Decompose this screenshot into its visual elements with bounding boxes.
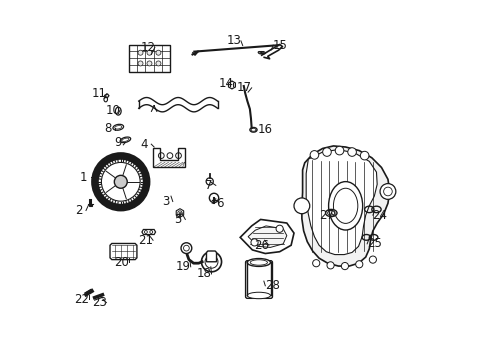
Polygon shape xyxy=(247,226,286,247)
Circle shape xyxy=(147,61,152,66)
Text: 28: 28 xyxy=(264,279,279,292)
Text: 26: 26 xyxy=(254,239,269,252)
Polygon shape xyxy=(142,229,155,234)
Circle shape xyxy=(209,193,218,203)
Text: 18: 18 xyxy=(197,267,211,280)
Text: 22: 22 xyxy=(74,293,89,306)
Polygon shape xyxy=(153,148,185,167)
Circle shape xyxy=(201,252,221,272)
Text: 14: 14 xyxy=(218,77,233,90)
Polygon shape xyxy=(228,81,235,89)
Text: 15: 15 xyxy=(272,39,287,52)
Circle shape xyxy=(138,61,142,66)
Text: 19: 19 xyxy=(176,260,191,273)
Circle shape xyxy=(276,225,283,232)
Text: 7: 7 xyxy=(204,179,212,192)
Text: 27: 27 xyxy=(319,210,334,222)
Polygon shape xyxy=(301,146,389,266)
Text: 5: 5 xyxy=(174,213,182,226)
Text: 24: 24 xyxy=(372,209,387,222)
Circle shape xyxy=(250,239,258,246)
FancyBboxPatch shape xyxy=(245,261,272,298)
Circle shape xyxy=(147,50,152,55)
Circle shape xyxy=(156,50,161,55)
Text: 11: 11 xyxy=(92,87,106,100)
Polygon shape xyxy=(176,209,183,217)
Polygon shape xyxy=(206,251,216,262)
Text: 25: 25 xyxy=(366,237,381,250)
Circle shape xyxy=(293,198,309,214)
Circle shape xyxy=(335,146,343,155)
Circle shape xyxy=(341,262,348,270)
Text: 17: 17 xyxy=(237,81,251,94)
Circle shape xyxy=(322,148,330,156)
Polygon shape xyxy=(240,220,293,253)
Text: 9: 9 xyxy=(114,136,122,149)
Polygon shape xyxy=(305,149,376,255)
Text: 2: 2 xyxy=(75,204,82,217)
Text: 3: 3 xyxy=(162,195,169,208)
Circle shape xyxy=(114,175,127,188)
Polygon shape xyxy=(88,204,92,206)
Text: 1: 1 xyxy=(80,171,87,184)
Circle shape xyxy=(138,50,142,55)
Circle shape xyxy=(326,262,333,269)
Text: 23: 23 xyxy=(92,296,106,309)
Circle shape xyxy=(312,260,319,267)
Text: 16: 16 xyxy=(257,123,272,136)
Circle shape xyxy=(379,184,395,199)
Text: 6: 6 xyxy=(215,197,223,210)
Text: 13: 13 xyxy=(226,34,241,48)
Polygon shape xyxy=(128,45,170,72)
Polygon shape xyxy=(110,243,137,260)
Circle shape xyxy=(309,150,318,159)
Text: 8: 8 xyxy=(103,122,111,135)
Circle shape xyxy=(206,178,213,185)
Ellipse shape xyxy=(247,258,270,266)
Ellipse shape xyxy=(328,181,362,230)
Circle shape xyxy=(368,256,376,263)
Circle shape xyxy=(360,151,368,160)
Circle shape xyxy=(181,243,191,253)
Circle shape xyxy=(347,148,356,156)
Circle shape xyxy=(156,61,161,66)
Circle shape xyxy=(101,162,140,201)
Text: 12: 12 xyxy=(140,41,155,54)
Text: 21: 21 xyxy=(138,234,153,247)
Text: 10: 10 xyxy=(105,104,120,117)
Text: 20: 20 xyxy=(114,256,129,269)
Text: 4: 4 xyxy=(140,138,147,150)
Ellipse shape xyxy=(247,292,270,299)
Circle shape xyxy=(355,261,362,268)
